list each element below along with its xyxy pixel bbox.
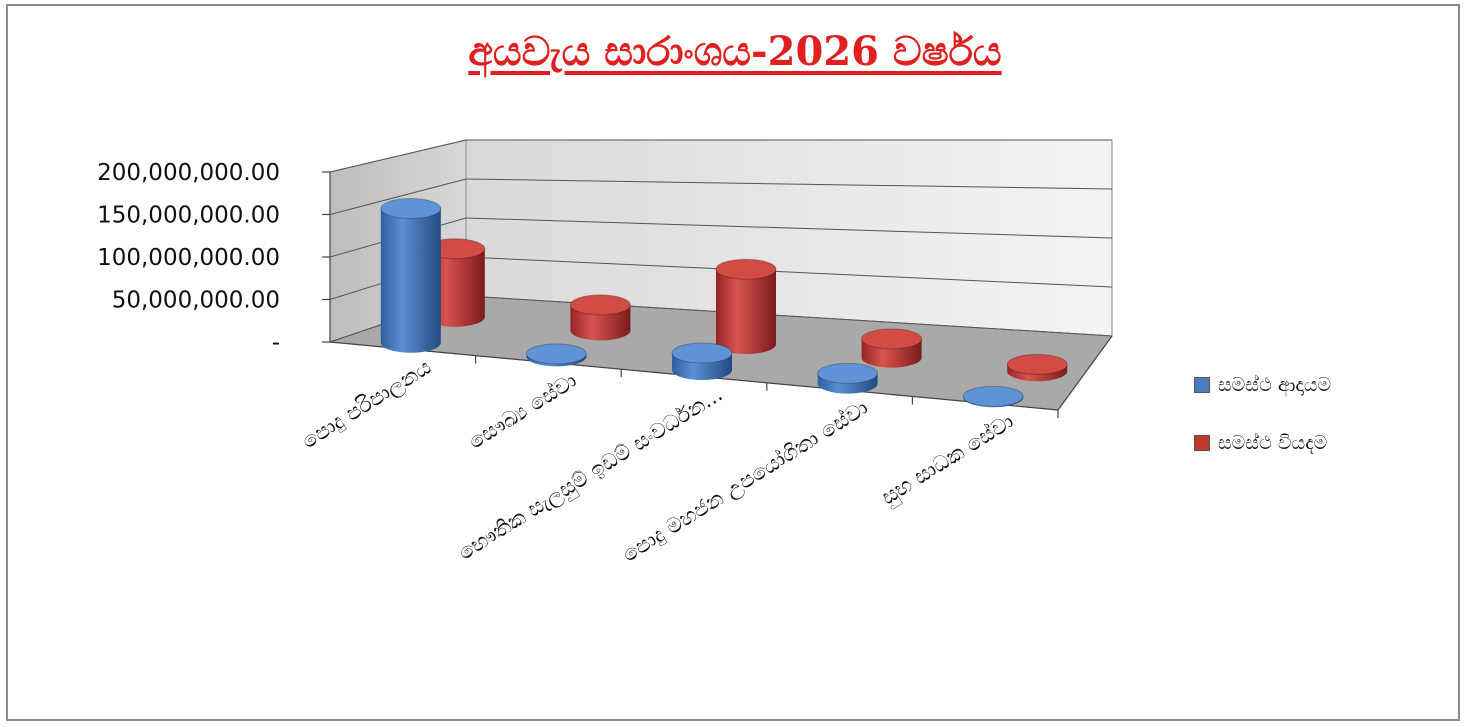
x-tick-label: භෞතික සැලසුම් ඉඩම් සංවර්ධන...	[454, 382, 728, 566]
gridline-side	[329, 178, 467, 215]
bar-expenditure	[569, 294, 631, 341]
chart-plot: 200,000,000.00 150,000,000.00 100,000,000.…	[97, 139, 1113, 568]
gridline-back	[465, 178, 1113, 190]
bar-top	[962, 385, 1024, 407]
bars	[380, 198, 1068, 408]
y-tick-label: 50,000,000.00	[112, 288, 280, 314]
bar-expenditure	[861, 328, 923, 368]
chart-title: අයවැය සාරාංශය-2026 වර්ෂය	[468, 28, 1002, 75]
legend-item-revenue: සමස්ථ ආදායම	[1194, 370, 1331, 400]
bar-expenditure	[1006, 353, 1068, 382]
bar-body	[380, 208, 441, 353]
chart-frame: අයවැය සාරාංශය-2026 වර්ෂය 200,000,000.00 1…	[6, 4, 1460, 721]
x-tick-label: පොදු පරිපාලනය	[298, 355, 436, 454]
bar-revenue	[817, 362, 879, 394]
bar-top	[715, 258, 777, 280]
y-tick-label: 200,000,000.00	[97, 160, 280, 186]
bar-revenue	[671, 342, 733, 380]
floor-side-edge	[1057, 335, 1113, 411]
y-axis: 200,000,000.00 150,000,000.00 100,000,000.…	[97, 160, 331, 356]
bar-top	[1006, 353, 1068, 375]
legend-item-expenditure: සමස්ථ වියදම	[1194, 428, 1331, 458]
bar-top	[861, 328, 923, 350]
bar-revenue	[525, 343, 587, 367]
bar-top	[817, 362, 879, 384]
legend-label-expenditure: සමස්ථ වියදම	[1218, 432, 1328, 454]
gridline-side	[329, 139, 467, 173]
y-tick-label: 150,000,000.00	[97, 203, 280, 229]
legend-swatch-revenue	[1194, 377, 1210, 393]
y-tick-label: -	[272, 330, 280, 356]
gridline-back	[465, 256, 1113, 288]
gridline-back	[465, 217, 1113, 239]
x-tick-label: සුභ සාධක සේවා	[877, 409, 1019, 511]
legend: සමස්ථ ආදායම සමස්ථ වියදම	[1194, 370, 1331, 486]
legend-label-revenue: සමස්ථ ආදායම	[1218, 374, 1332, 396]
bar-revenue	[962, 385, 1024, 408]
legend-swatch-expenditure	[1194, 435, 1210, 451]
bar-body	[716, 269, 776, 354]
bar-top	[671, 342, 733, 364]
bar-expenditure	[715, 258, 777, 354]
bar-top	[380, 198, 442, 219]
bar-revenue	[380, 198, 442, 353]
bar-top	[525, 343, 587, 365]
bar-top	[569, 294, 631, 316]
x-tick-label: සෞඛ්‍ය සේවා	[464, 368, 581, 453]
y-tick-label: 100,000,000.00	[97, 245, 280, 271]
bar-body	[570, 304, 631, 341]
